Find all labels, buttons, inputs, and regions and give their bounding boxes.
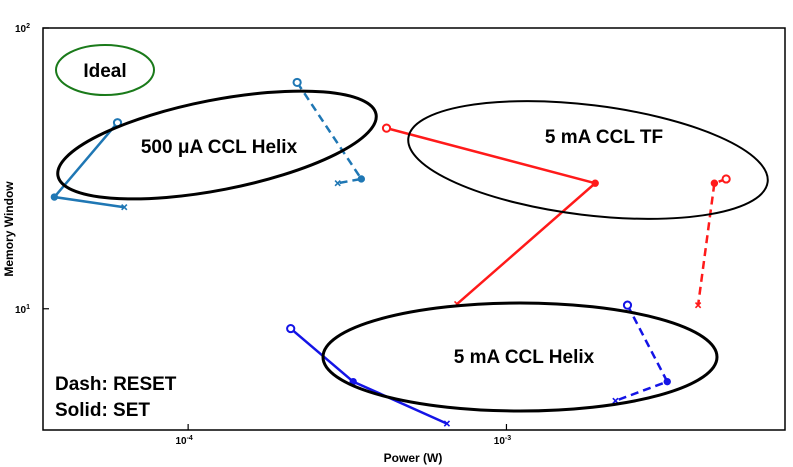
series-3 [694, 174, 731, 309]
data-point-start [381, 123, 392, 133]
helix-5ma-ellipse [321, 301, 719, 413]
series-line [615, 304, 670, 403]
y-tick-label: 101 [15, 304, 30, 316]
helix-500ua-label: 500 μA CCL Helix [141, 137, 298, 158]
data-point-end [334, 180, 341, 187]
legend-note-set: Solid: SET [55, 400, 150, 421]
series-4 [286, 323, 451, 427]
data-point-mid [50, 193, 59, 201]
series-line [296, 81, 364, 185]
data-point-mid [710, 179, 719, 187]
data-point-mid [357, 175, 366, 183]
y-axis-label: Memory Window [2, 181, 16, 277]
series-5 [612, 300, 671, 404]
legend-note-reset: Dash: RESET [55, 374, 177, 395]
helix-500ua-ellipse [56, 89, 378, 201]
data-point-mid [591, 179, 599, 187]
plot-frame [42, 27, 786, 431]
series-line [696, 177, 727, 306]
series-2 [381, 123, 599, 308]
ideal-label: Ideal [83, 61, 126, 82]
data-point-end [612, 397, 619, 404]
data-point-end [694, 301, 702, 309]
data-point-start [286, 323, 296, 334]
data-point-end [443, 420, 451, 427]
data-point-mid [663, 377, 671, 386]
series-line [386, 126, 598, 305]
x-tick-label: 10-4 [175, 435, 192, 447]
series-line [289, 327, 448, 425]
tf-5ma-label: 5 mA CCL TF [545, 127, 663, 148]
data-point-start [622, 300, 633, 310]
data-point-end [121, 204, 128, 211]
series-0 [50, 118, 128, 211]
y-tick-label: 102 [15, 23, 30, 35]
helix-5ma-label: 5 mA CCL Helix [454, 347, 595, 368]
series-1 [292, 77, 366, 187]
ideal-ellipse [55, 44, 155, 96]
data-point-start [721, 174, 731, 184]
x-axis-label: Power (W) [384, 451, 443, 465]
x-tick-label: 10-3 [494, 435, 511, 447]
data-point-start [292, 77, 302, 88]
tf-5ma-ellipse [407, 100, 769, 220]
